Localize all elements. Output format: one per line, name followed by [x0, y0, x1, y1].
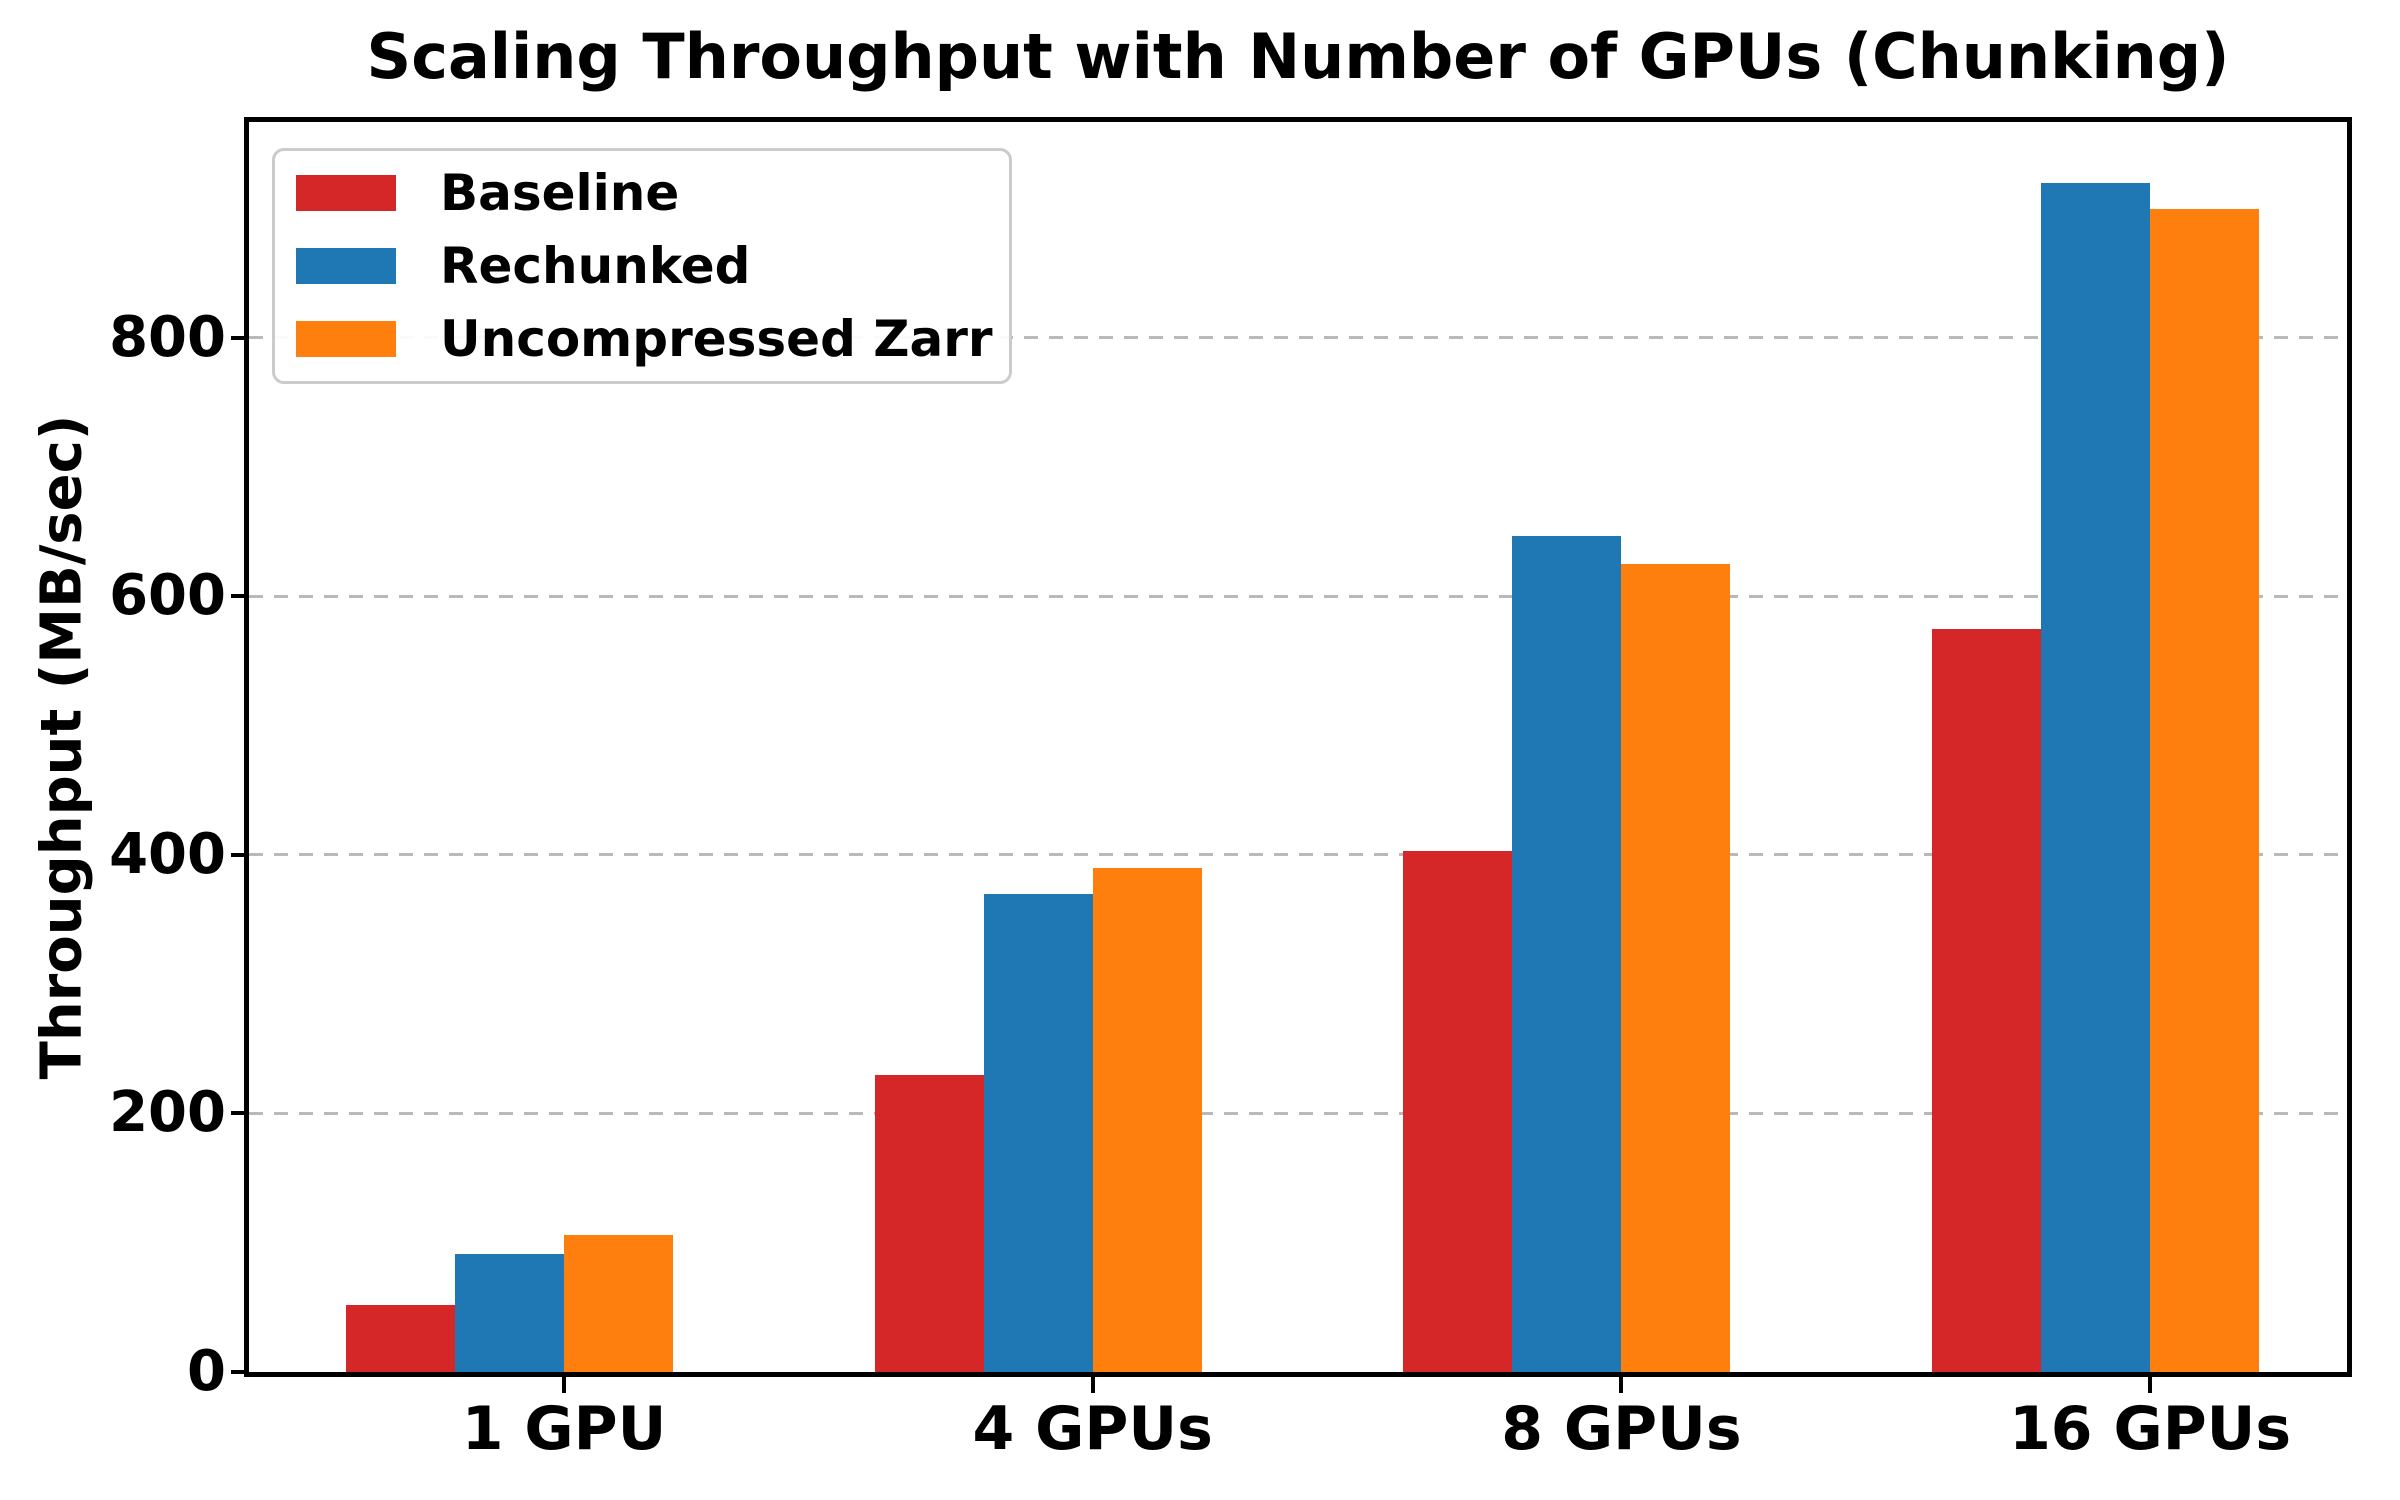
bar-baseline-16-gpus — [1932, 628, 2042, 1372]
legend-item-uncompressed-zarr: Uncompressed Zarr — [296, 303, 1009, 376]
y-tick-mark-0 — [231, 1370, 249, 1374]
x-tick-mark-16-gpus — [2148, 1375, 2153, 1393]
x-tick-label-4-gpus: 4 GPUs — [972, 1394, 1213, 1464]
y-tick-mark-600 — [231, 594, 249, 599]
bar-baseline-4-gpus — [874, 1074, 984, 1372]
y-tick-label-600: 600 — [109, 563, 226, 629]
legend-swatch-rechunked — [296, 248, 396, 284]
bar-uncompressed-zarr-16-gpus — [2150, 208, 2260, 1372]
gridline-800 — [249, 336, 2347, 340]
legend-swatch-uncompressed-zarr — [296, 321, 396, 357]
y-tick-mark-800 — [231, 335, 249, 340]
y-tick-label-800: 800 — [109, 304, 226, 370]
gridline-600 — [249, 594, 2347, 598]
bar-rechunked-4-gpus — [983, 893, 1093, 1372]
bar-rechunked-8-gpus — [1512, 535, 1622, 1372]
plot-area — [249, 122, 2347, 1372]
x-tick-label-8-gpus: 8 GPUs — [1501, 1394, 1742, 1464]
y-tick-mark-200 — [231, 1111, 249, 1116]
bar-baseline-8-gpus — [1403, 851, 1513, 1372]
gridline-200 — [249, 1111, 2347, 1115]
legend: Baseline Rechunked Uncompressed Zarr — [272, 148, 1012, 384]
bar-uncompressed-zarr-1-gpu — [564, 1234, 673, 1372]
legend-item-baseline: Baseline — [296, 157, 1009, 230]
x-tick-label-16-gpus: 16 GPUs — [2009, 1394, 2292, 1464]
x-tick-mark-1-gpu — [562, 1375, 566, 1393]
legend-swatch-baseline — [296, 175, 396, 211]
y-tick-mark-400 — [231, 852, 249, 857]
y-axis-title: Throughput (MB/sec) — [29, 414, 95, 1080]
legend-item-rechunked: Rechunked — [296, 230, 1009, 303]
bar-uncompressed-zarr-8-gpus — [1621, 564, 1731, 1372]
legend-label-baseline: Baseline — [440, 164, 680, 222]
gridline-400 — [249, 853, 2347, 857]
y-tick-label-200: 200 — [109, 1080, 226, 1146]
bar-rechunked-16-gpus — [2041, 182, 2151, 1372]
bar-rechunked-1-gpu — [455, 1254, 564, 1372]
y-tick-label-0: 0 — [187, 1339, 226, 1404]
x-tick-mark-4-gpus — [1090, 1375, 1095, 1393]
bar-baseline-1-gpu — [346, 1304, 455, 1372]
x-tick-mark-8-gpus — [1619, 1375, 1624, 1393]
legend-label-rechunked: Rechunked — [440, 237, 751, 295]
y-tick-label-400: 400 — [109, 821, 226, 887]
legend-label-uncompressed-zarr: Uncompressed Zarr — [440, 310, 993, 368]
bar-uncompressed-zarr-4-gpus — [1092, 867, 1202, 1372]
chart-title: Scaling Throughput with Number of GPUs (… — [366, 20, 2230, 93]
x-tick-label-1-gpu: 1 GPU — [461, 1394, 667, 1464]
